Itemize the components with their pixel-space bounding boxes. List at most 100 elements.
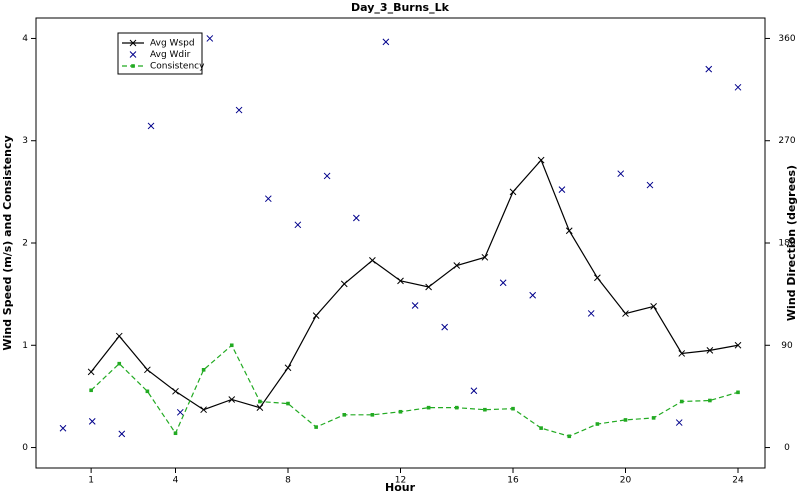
data-point	[382, 38, 390, 46]
y-tick-label: 0	[22, 443, 28, 453]
data-point	[284, 364, 292, 372]
y2-tick-label: 0	[784, 443, 790, 453]
data-point	[145, 389, 150, 394]
data-point	[115, 332, 123, 340]
data-point	[173, 431, 178, 436]
data-point	[397, 277, 404, 285]
data-point	[228, 396, 236, 403]
data-point	[201, 368, 206, 372]
data-point	[426, 405, 431, 410]
data-point	[734, 341, 742, 349]
y2-tick-label: 90	[781, 341, 793, 351]
data-point	[453, 262, 461, 269]
data-point	[558, 186, 566, 193]
data-point	[595, 422, 600, 426]
data-point	[708, 398, 712, 403]
data-point	[264, 195, 272, 203]
data-point	[650, 303, 657, 310]
data-point	[705, 65, 713, 73]
data-point	[736, 390, 740, 395]
data-point	[511, 406, 515, 411]
data-point	[565, 227, 573, 235]
data-point	[369, 257, 376, 264]
data-point	[587, 310, 595, 317]
data-point	[314, 425, 318, 429]
legend-label: Avg Wdir	[150, 50, 191, 60]
data-point	[88, 418, 96, 425]
x-tick-label: 12	[395, 476, 406, 486]
data-point	[470, 387, 478, 395]
data-point	[172, 387, 179, 395]
data-point	[706, 347, 714, 354]
data-point	[294, 221, 302, 229]
y2-tick-label: 360	[778, 34, 795, 44]
x-tick-label: 4	[173, 476, 179, 486]
data-point	[617, 170, 625, 178]
legend-marker	[129, 39, 137, 47]
data-point	[340, 280, 348, 288]
series-line	[90, 159, 739, 411]
data-point	[425, 283, 432, 291]
legend-label: Avg Wspd	[150, 39, 195, 49]
data-point	[539, 426, 543, 430]
data-point	[622, 310, 629, 317]
data-point	[499, 279, 507, 287]
data-point	[529, 291, 537, 299]
x-tick-label: 16	[507, 476, 519, 486]
data-point	[323, 172, 331, 180]
data-point	[675, 419, 683, 426]
data-point	[483, 407, 487, 412]
data-point	[352, 214, 360, 222]
data-point	[623, 418, 628, 422]
data-point	[118, 430, 126, 438]
data-point	[144, 366, 151, 374]
data-point	[89, 388, 93, 393]
x-tick-label: 20	[620, 476, 632, 486]
data-point	[370, 413, 375, 417]
y2-tick-label: 180	[778, 239, 795, 249]
data-point	[441, 323, 449, 331]
x-tick-label: 1	[88, 476, 94, 486]
data-point	[567, 434, 572, 439]
data-point	[229, 343, 234, 348]
y-axis-label: Wind Speed (m/s) and Consistency	[1, 135, 14, 350]
series-line	[90, 344, 739, 437]
x-tick-label: 24	[732, 476, 744, 486]
plot-frame	[35, 17, 766, 469]
y-tick-label: 2	[22, 239, 28, 249]
data-point	[256, 404, 264, 412]
data-point	[481, 253, 489, 261]
data-point	[678, 350, 686, 357]
legend-label: Consistency	[150, 62, 205, 72]
data-point	[398, 409, 403, 414]
data-point	[411, 302, 419, 309]
data-point	[679, 399, 684, 404]
y-tick-label: 3	[22, 136, 28, 146]
data-point	[87, 368, 95, 376]
data-point	[651, 416, 656, 420]
y-tick-label: 1	[22, 341, 28, 351]
data-point	[537, 156, 545, 164]
x-tick-label: 8	[285, 476, 291, 486]
y2-axis-label: Wind Direction (degrees)	[785, 165, 798, 321]
chart-title: Day_3_Burns_Lk	[351, 1, 450, 14]
data-point	[312, 312, 320, 319]
y2-tick-label: 270	[778, 136, 795, 146]
data-point	[454, 405, 459, 410]
data-point	[594, 274, 601, 282]
data-point	[258, 399, 262, 404]
data-point	[646, 181, 654, 189]
y-tick-label: 4	[22, 34, 28, 44]
data-point	[509, 188, 517, 196]
legend-marker	[129, 51, 137, 58]
data-point	[59, 424, 67, 432]
data-point	[734, 83, 742, 91]
data-point	[200, 406, 207, 414]
x-axis-label: Hour	[385, 481, 416, 494]
data-point	[235, 106, 243, 114]
data-point	[147, 122, 155, 130]
data-point	[286, 401, 290, 406]
data-point	[206, 35, 214, 42]
data-point	[342, 413, 347, 417]
